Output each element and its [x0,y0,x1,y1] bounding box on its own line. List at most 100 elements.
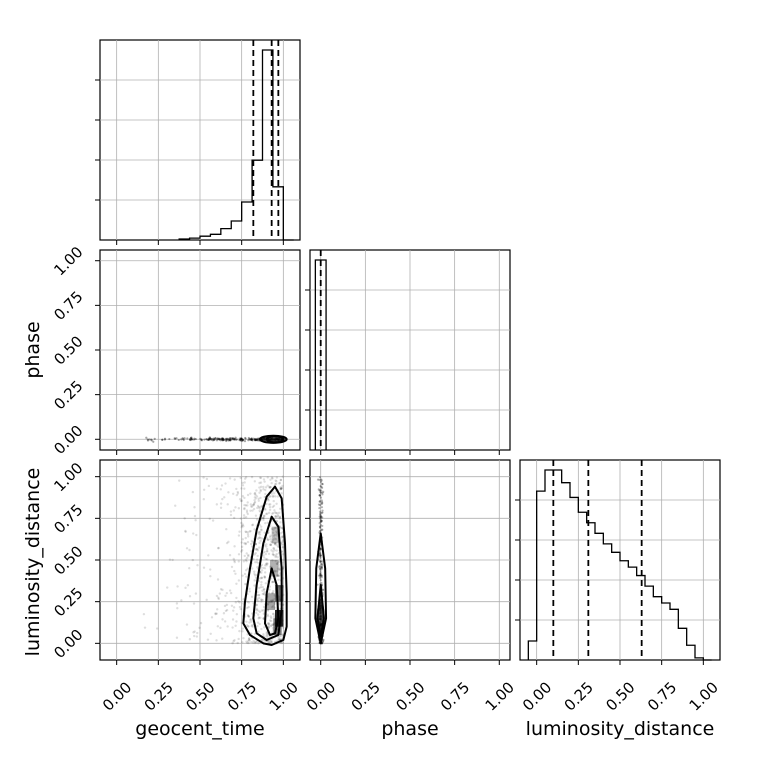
dot [281,475,285,478]
dot [319,504,322,507]
dot [191,558,195,562]
dot [250,632,253,635]
dot [269,619,272,622]
dot [274,555,277,559]
dot [265,547,269,551]
dot [274,538,278,541]
dot [245,575,248,578]
dot [184,529,187,533]
dot [272,528,275,531]
dot [273,542,277,545]
dot [262,518,265,522]
dot [217,596,220,599]
dot [213,438,216,441]
dot [235,596,238,600]
dot [205,438,209,441]
axis-labels: geocent_time phase luminosity_distance p… [22,321,714,740]
dot [253,438,256,441]
dot [208,438,211,441]
dot [263,564,267,567]
dot [259,476,263,480]
dot [245,509,249,512]
dot [232,639,235,643]
dot [258,530,262,534]
dot [248,437,251,441]
dot [263,571,267,574]
dot [270,549,273,552]
dot [279,532,283,535]
dot [273,483,277,486]
dot [186,584,190,587]
dot [183,517,186,520]
dot [275,562,279,565]
dot [259,485,263,489]
dot [262,609,265,612]
dot [260,528,263,531]
dot [200,439,204,442]
dot [279,487,283,491]
dot [253,480,257,483]
dot [321,502,324,505]
dot [232,516,236,520]
scat-phase-ld-xtick-label-2: 0.50 [392,678,428,714]
dot [270,639,273,642]
dot [188,438,192,441]
dot [244,516,248,519]
dot [276,567,280,571]
dot [190,438,194,441]
dot [260,537,263,540]
dot [319,515,322,518]
dot [269,495,272,498]
dot [278,515,282,519]
hist-lumdist-xtick-label-2: 0.50 [602,678,638,714]
dot [249,618,252,622]
dot [320,574,324,577]
dot [267,625,270,628]
dot [276,512,279,515]
dot [208,436,212,440]
dot [319,574,323,577]
dot [266,484,269,487]
dot [264,521,267,525]
dot [242,438,245,441]
dot [205,477,209,481]
dot [262,605,266,609]
dot [173,437,176,440]
dot [255,495,259,498]
dot [221,618,224,621]
dot [226,438,229,441]
dot [272,612,275,616]
dot [266,562,269,565]
dot [175,437,178,440]
dot [256,547,259,551]
dot [251,541,254,544]
dot [272,511,275,515]
dot [241,495,245,498]
dot [268,535,272,539]
dot [207,438,211,441]
dot [263,507,266,511]
dot [220,484,224,487]
dot [277,637,280,641]
dot [239,437,243,440]
dot [253,574,257,577]
dot [216,608,219,611]
dot [320,566,323,569]
dot [150,439,153,442]
dot [316,478,320,481]
dot [245,559,248,563]
dot [232,557,235,561]
dot [218,438,222,441]
dot [256,504,260,508]
scat-gt-phase-ytick-label-3: 0.75 [50,288,86,324]
scat-gt-ld-ytick-label-0: 0.00 [50,626,86,662]
dot [260,563,264,567]
dot [280,541,283,544]
dot [189,436,193,440]
hist-lumdist-xtick-label-4: 1.00 [686,678,722,714]
dot [230,604,234,607]
dot [268,508,272,512]
dot [228,554,232,557]
dot [231,438,234,441]
dot [320,566,323,569]
